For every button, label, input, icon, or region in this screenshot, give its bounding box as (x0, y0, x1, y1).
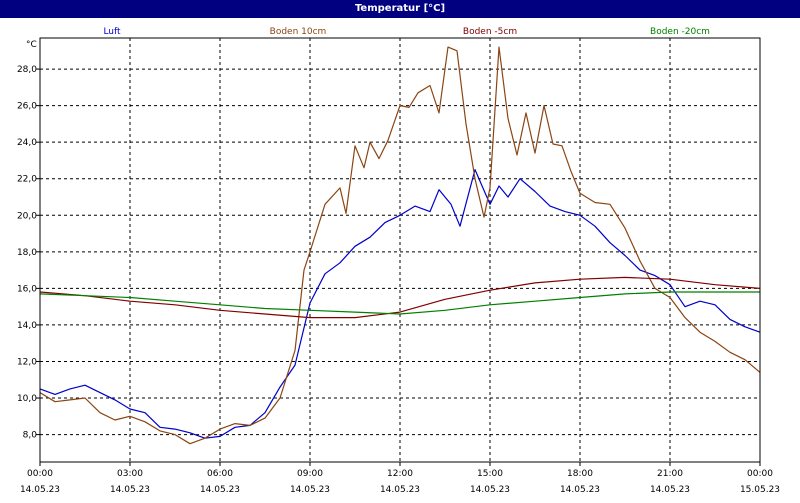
legend-entry: Boden 10cm (270, 27, 327, 37)
y-tick-label: 8,0 (23, 431, 38, 441)
x-tick-date: 14.05.23 (290, 485, 330, 495)
y-tick-label: 10,0 (17, 394, 37, 404)
chart-area: 00:00 14.05.23 03:00 14.05.23 06:00 14.05.23 0… (0, 18, 800, 500)
x-tick-time: 03:00 (117, 469, 143, 479)
legend-entry: Boden -20cm (650, 27, 710, 37)
x-tick-time: 00:00 (747, 469, 773, 479)
legend-entry: Luft (103, 27, 121, 37)
y-tick-label: 18,0 (17, 248, 37, 258)
x-tick-date: 14.05.23 (20, 485, 60, 495)
x-tick-time: 21:00 (657, 469, 683, 479)
y-tick-label: 24,0 (17, 138, 37, 148)
y-tick-label: 28,0 (17, 65, 37, 75)
series-line (39, 46, 761, 445)
x-tick-time: 12:00 (387, 469, 413, 479)
y-tick-label: 26,0 (17, 102, 37, 112)
x-tick-time: 09:00 (297, 469, 323, 479)
legend-entry: Boden -5cm (463, 27, 517, 37)
x-tick-date: 15.05.23 (740, 485, 780, 495)
temperature-chart: 00:00 14.05.23 03:00 14.05.23 06:00 14.05.23 0… (17, 27, 780, 495)
x-tick-time: 18:00 (567, 469, 593, 479)
y-tick-label: 20,0 (17, 211, 37, 221)
plot-frame (39, 37, 761, 463)
axes: 00:00 14.05.23 03:00 14.05.23 06:00 14.05.23 0… (17, 37, 780, 495)
grid (40, 38, 760, 462)
window-title: Temperatur [°C] (0, 0, 800, 18)
x-tick-date: 14.05.23 (470, 485, 510, 495)
series-lines (39, 46, 761, 445)
series-line (39, 276, 761, 319)
x-tick-date: 14.05.23 (650, 485, 690, 495)
y-tick-label: 16,0 (17, 284, 37, 294)
x-tick-date: 14.05.23 (110, 485, 150, 495)
legend: Luft Boden 10cm Boden -5cm Boden -20cm (103, 27, 710, 37)
x-tick-date: 14.05.23 (560, 485, 600, 495)
y-tick-label: 14,0 (17, 321, 37, 331)
x-tick-date: 14.05.23 (380, 485, 420, 495)
y-tick-label: 12,0 (17, 357, 37, 367)
y-axis-unit: °C (26, 40, 37, 50)
x-tick-time: 00:00 (27, 469, 53, 479)
x-tick-time: 06:00 (207, 469, 233, 479)
x-tick-date: 14.05.23 (200, 485, 240, 495)
series-line (39, 169, 761, 439)
y-tick-label: 22,0 (17, 175, 37, 185)
series-line (39, 291, 760, 315)
x-tick-time: 15:00 (477, 469, 503, 479)
